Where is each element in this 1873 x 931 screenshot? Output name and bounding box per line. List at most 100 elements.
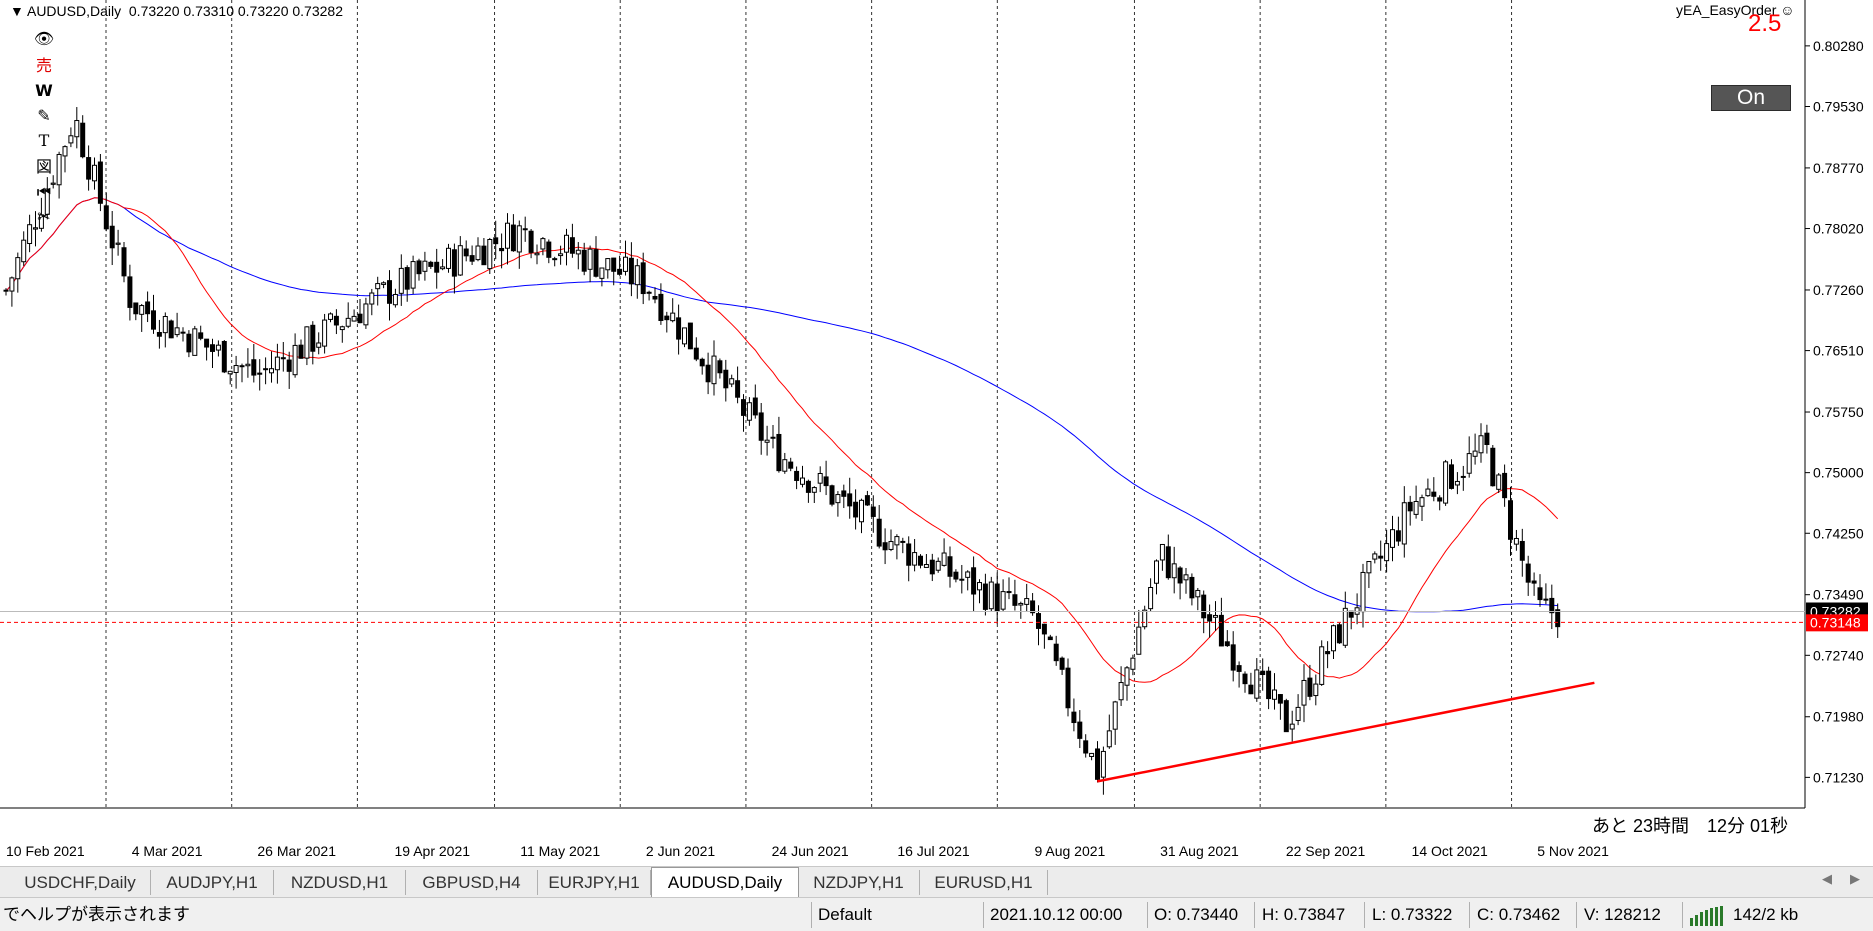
chart-icon[interactable]: 図 (35, 157, 52, 176)
candle-body (1272, 689, 1277, 700)
price-tick-label: 0.78770 (1813, 160, 1864, 176)
candle-body (1525, 563, 1531, 583)
candle-body (381, 282, 387, 285)
candle-body (758, 412, 764, 441)
w-icon[interactable]: W (35, 81, 53, 100)
price-tick-label: 0.71230 (1813, 769, 1864, 785)
scissors-icon[interactable]: ✂ (37, 207, 51, 226)
candle-body (1431, 491, 1437, 497)
candle-body (1301, 679, 1307, 706)
candle-body (682, 327, 687, 345)
candle-body (870, 506, 876, 517)
candle-body (1490, 447, 1496, 487)
candle-body (245, 363, 251, 367)
candle-body (687, 322, 693, 350)
candle-body (328, 313, 333, 320)
candle-body (422, 260, 428, 272)
candle-body (121, 247, 127, 277)
candle-body (1118, 682, 1124, 701)
candle-body (1437, 497, 1443, 502)
tab-scroll-right-icon[interactable]: ▶ (1850, 871, 1860, 886)
tab-eurusd-h1[interactable]: EURUSD,H1 (920, 870, 1048, 895)
chart-header: ▼ AUDUSD,Daily 0.73220 0.73310 0.73220 0… (10, 3, 343, 19)
status-time: 2021.10.12 00:00 (990, 905, 1123, 924)
candle-body (1443, 461, 1449, 504)
chart-tabs: USDCHF,Daily AUDJPY,H1 NZDUSD,H1 GBPUSD,… (0, 866, 1873, 898)
candle-body (888, 541, 894, 550)
price-tick-label: 0.74250 (1813, 525, 1864, 541)
trendline[interactable] (1097, 681, 1595, 783)
status-close: C: 0.73462 (1477, 905, 1561, 924)
candle-body (274, 356, 280, 371)
candle-body (587, 248, 593, 270)
candle-body (280, 357, 286, 360)
price-tick-label: 0.75750 (1813, 404, 1864, 420)
tab-audusd-daily[interactable]: AUDUSD,Daily (651, 867, 799, 897)
candle-body (440, 266, 446, 270)
tab-eurjpy-h1[interactable]: EURJPY,H1 (538, 870, 651, 895)
ask-price-label: 0.73148 (1810, 614, 1861, 630)
candle-body (882, 542, 888, 551)
price-tick-label: 0.77260 (1813, 282, 1864, 298)
candle-body (953, 571, 959, 580)
candle-body (86, 157, 92, 180)
candle-body (670, 312, 676, 322)
candle-body (1472, 450, 1478, 457)
candle-body (1030, 600, 1036, 614)
candle-body (1519, 540, 1525, 561)
chart-canvas[interactable]: 0.80280 0.79530 0.78770 0.78020 0.77260 0.765… (0, 0, 1873, 863)
status-divider (811, 902, 812, 928)
candle-body (345, 317, 351, 327)
bar-countdown: あと 23時間 12分 01秒 (1592, 816, 1789, 836)
candle-body (971, 567, 977, 595)
status-divider (1147, 902, 1148, 928)
tab-scroll-left-icon[interactable]: ◀ (1822, 871, 1832, 886)
time-axis-label: 10 Feb 2021 (6, 843, 85, 859)
ea-on-button[interactable]: On (1711, 85, 1791, 111)
candle-body (1401, 502, 1407, 545)
sell-icon[interactable]: 売 (35, 56, 52, 75)
tab-nzdjpy-h1[interactable]: NZDJPY,H1 (798, 870, 920, 895)
candle-body (1159, 543, 1165, 561)
tab-audjpy-h1[interactable]: AUDJPY,H1 (151, 870, 274, 895)
candle-body (1390, 529, 1395, 548)
candle-body (286, 359, 292, 372)
status-profile[interactable]: Default (818, 905, 872, 924)
chart-area[interactable]: 0.80280 0.79530 0.78770 0.78020 0.77260 0.765… (0, 0, 1873, 863)
time-axis-label: 19 Apr 2021 (395, 843, 471, 859)
eye-icon[interactable]: 👁 (33, 29, 55, 48)
candle-body (227, 370, 233, 375)
dropdown-triangle-icon[interactable]: ▼ (10, 3, 24, 19)
candle-body (1425, 488, 1431, 497)
candle-body (357, 313, 363, 324)
candle-body (800, 477, 805, 485)
candle-body (1012, 594, 1018, 606)
time-axis-label: 16 Jul 2021 (897, 843, 970, 859)
candle-body (558, 253, 564, 257)
status-divider (1576, 902, 1577, 928)
candle-body (180, 331, 186, 334)
candle-body (794, 470, 800, 481)
candle-body (339, 326, 345, 331)
candle-body (617, 268, 623, 275)
tab-usdchf-daily[interactable]: USDCHF,Daily (10, 870, 151, 895)
candle-body (1195, 589, 1201, 598)
time-axis-label: 31 Aug 2021 (1160, 843, 1239, 859)
candle-body (27, 224, 33, 245)
rewind-icon[interactable]: ⏮ (36, 182, 52, 201)
tab-nzdusd-h1[interactable]: NZDUSD,H1 (274, 870, 406, 895)
candle-body (965, 571, 971, 578)
status-help-text: でヘルプが表示されます (3, 905, 190, 924)
text-icon[interactable]: T (38, 131, 50, 150)
candle-body (1254, 669, 1260, 699)
candle-body (1218, 614, 1224, 647)
candle-body (239, 365, 245, 368)
status-divider (1469, 902, 1470, 928)
pencil-icon[interactable]: ✎ (37, 106, 51, 125)
candle-body (1407, 501, 1413, 512)
candle-body (469, 255, 475, 262)
candle-body (233, 365, 239, 374)
candle-body (1496, 474, 1502, 490)
candle-body (770, 436, 776, 439)
tab-gbpusd-h4[interactable]: GBPUSD,H4 (406, 870, 538, 895)
